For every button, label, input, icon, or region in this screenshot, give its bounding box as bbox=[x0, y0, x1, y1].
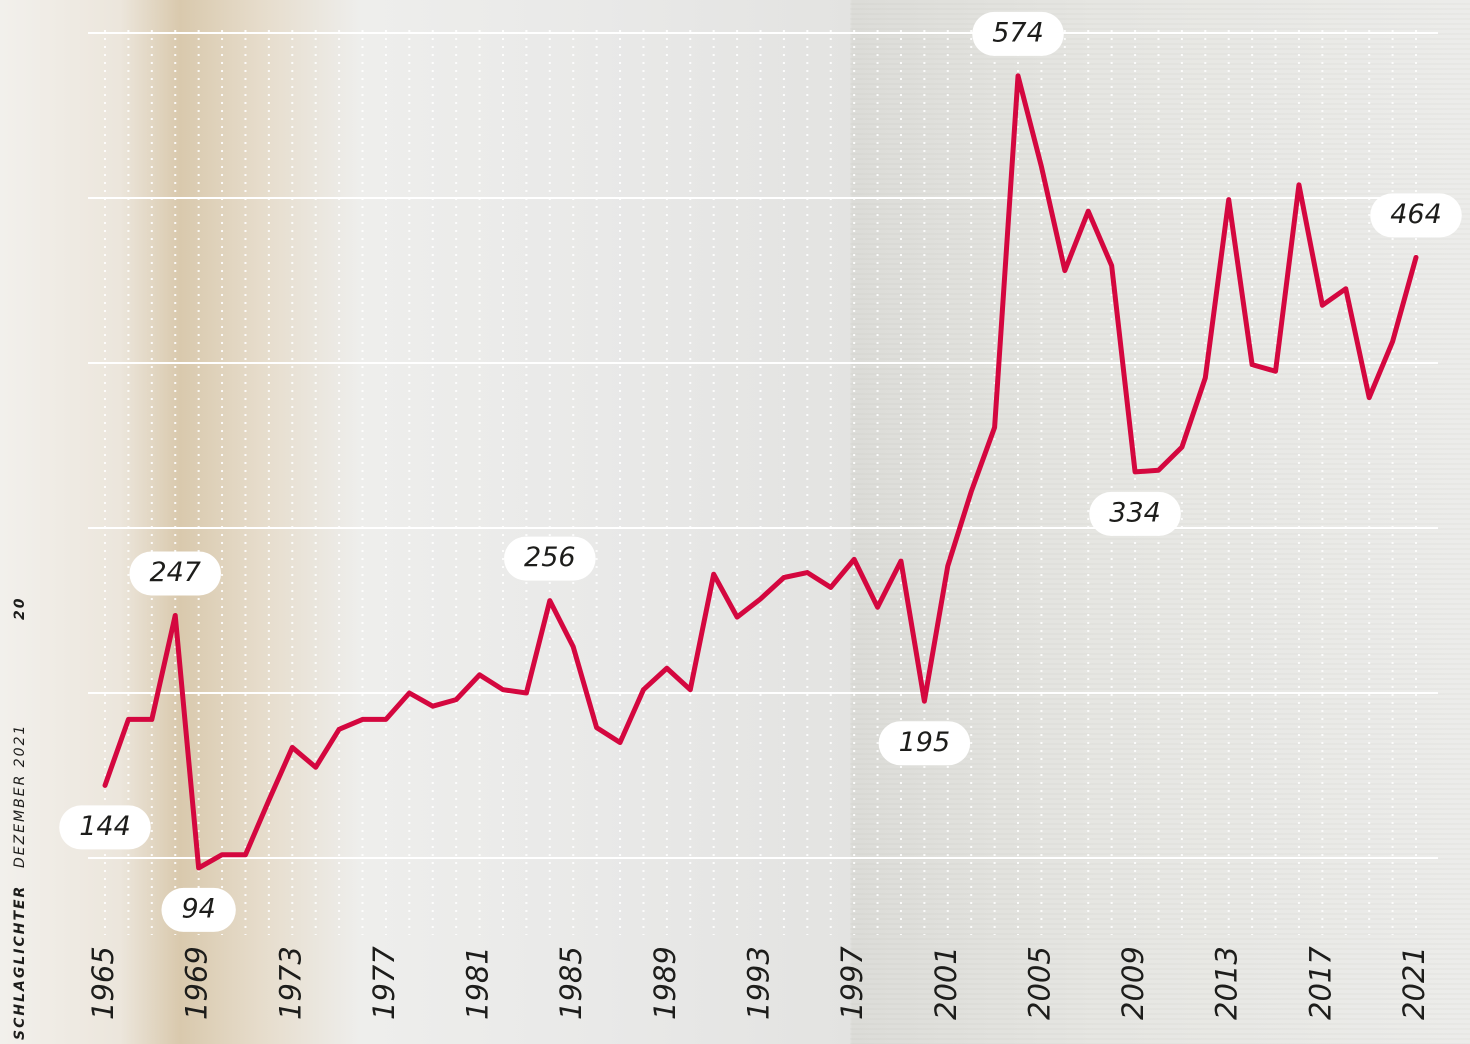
x-tick-label: 1969 bbox=[180, 946, 214, 1020]
data-label-text: 195 bbox=[899, 727, 951, 758]
publication: SCHLAGLICHTER bbox=[12, 885, 28, 1040]
x-tick-label: 1973 bbox=[273, 946, 307, 1020]
label-bubble bbox=[504, 536, 596, 581]
x-tick-label: 1993 bbox=[742, 946, 776, 1020]
x-tick-label: 1965 bbox=[86, 946, 120, 1020]
x-tick-label: 1997 bbox=[835, 946, 869, 1020]
data-label: 256 bbox=[504, 536, 596, 581]
data-label-text: 334 bbox=[1109, 497, 1161, 528]
data-label-text: 144 bbox=[79, 811, 131, 842]
label-bubble bbox=[1089, 491, 1181, 536]
data-label-text: 94 bbox=[181, 893, 215, 924]
x-tick-label: 2009 bbox=[1116, 946, 1150, 1020]
x-tick-label: 2005 bbox=[1022, 946, 1056, 1020]
label-bubble bbox=[878, 721, 971, 766]
label-bubble bbox=[161, 887, 236, 932]
x-tick-label: 2001 bbox=[929, 946, 963, 1020]
data-label: 94 bbox=[161, 887, 236, 932]
side-text: SCHLAGLICHTER DEZEMBER 2021 20 bbox=[12, 597, 28, 1040]
x-tick-label: 1985 bbox=[554, 946, 588, 1020]
label-bubble bbox=[1370, 193, 1462, 238]
data-label-text: 464 bbox=[1390, 199, 1442, 230]
x-tick-label: 1989 bbox=[648, 946, 682, 1020]
label-bubble bbox=[59, 805, 151, 850]
label-bubble bbox=[972, 11, 1064, 56]
x-tick-label: 2021 bbox=[1397, 946, 1431, 1020]
data-label-text: 574 bbox=[992, 17, 1044, 48]
x-tick-label: 1981 bbox=[461, 946, 495, 1020]
data-label: 334 bbox=[1089, 491, 1181, 536]
page-number: 20 bbox=[12, 597, 28, 620]
issue: DEZEMBER 2021 bbox=[12, 724, 28, 868]
data-label-text: 256 bbox=[524, 542, 576, 573]
x-tick-label: 1977 bbox=[367, 946, 401, 1020]
label-bubble bbox=[129, 551, 222, 596]
data-label: 574 bbox=[972, 11, 1064, 56]
x-tick-label: 2013 bbox=[1210, 946, 1244, 1020]
data-label: 195 bbox=[878, 721, 971, 766]
data-label: 144 bbox=[59, 805, 151, 850]
x-tick-label: 2017 bbox=[1303, 946, 1337, 1020]
data-label: 464 bbox=[1370, 193, 1462, 238]
data-line bbox=[102, 73, 1419, 871]
data-label: 247 bbox=[129, 551, 222, 596]
data-label-text: 247 bbox=[149, 557, 201, 588]
